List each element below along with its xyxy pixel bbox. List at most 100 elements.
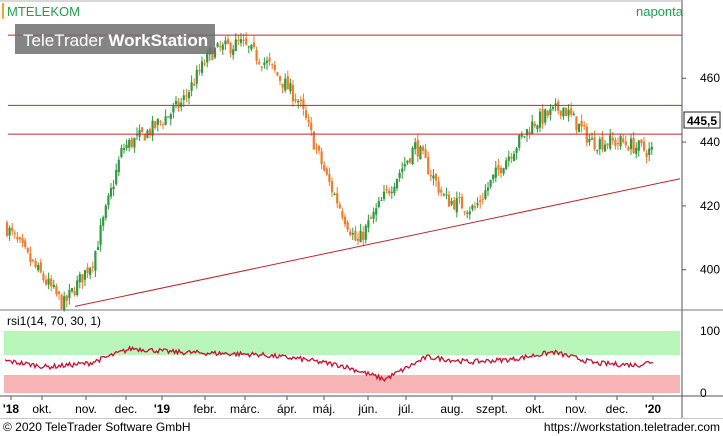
candle (367, 220, 370, 228)
candle (57, 291, 61, 294)
candle (603, 144, 607, 152)
candle (440, 189, 443, 193)
candle (518, 135, 521, 148)
candle (109, 188, 113, 197)
candle (484, 190, 487, 199)
candle (408, 158, 412, 163)
candle (427, 157, 430, 175)
candle (180, 102, 183, 107)
candle (107, 195, 110, 206)
candle (580, 120, 583, 127)
candle (304, 110, 308, 118)
last-price-label: 445,5 (687, 114, 717, 128)
candle (442, 194, 445, 196)
candle (567, 109, 570, 116)
candle (156, 119, 159, 125)
candle (369, 217, 373, 219)
candle (635, 147, 638, 154)
candle (437, 181, 440, 193)
candle (91, 266, 94, 268)
accent-bar (2, 3, 4, 19)
candle (143, 134, 146, 141)
candle (294, 99, 297, 102)
candle (268, 57, 271, 62)
candle (572, 113, 575, 116)
candle (24, 240, 27, 248)
candle (159, 121, 162, 123)
rsi-series (4, 345, 654, 382)
candle (538, 111, 542, 128)
candle (494, 167, 497, 178)
candle (299, 99, 302, 101)
candle (377, 201, 380, 208)
candle (476, 203, 479, 206)
candle (523, 136, 526, 138)
candle (315, 147, 318, 149)
candle (531, 121, 534, 134)
candle (151, 120, 154, 136)
candle (354, 230, 357, 241)
candle (11, 227, 14, 232)
candle (616, 143, 620, 145)
candle (432, 175, 435, 179)
candle (5, 222, 9, 236)
candle (68, 289, 71, 299)
candle (507, 156, 510, 161)
candle (343, 216, 347, 225)
candle (551, 106, 555, 109)
candle (455, 197, 458, 213)
candle (479, 200, 482, 203)
time-tick-label: febr. (193, 402, 216, 416)
symbol-label: MTELEKOM (7, 4, 80, 19)
candle (382, 191, 386, 199)
candle (60, 294, 63, 309)
candle (458, 196, 461, 198)
candle (356, 238, 360, 241)
candle (564, 107, 568, 117)
candle (104, 205, 107, 218)
source-url[interactable]: https://workstation.teletrader.com (543, 420, 720, 434)
candle (583, 125, 586, 127)
candle (83, 270, 87, 280)
candle (380, 199, 383, 201)
candle (78, 274, 81, 283)
candle (44, 279, 48, 285)
rsi-ticks: 0 100 (700, 324, 720, 400)
candle (96, 247, 100, 250)
candle (47, 278, 50, 285)
candle (37, 265, 40, 271)
time-tick-label: okt. (32, 402, 51, 416)
candle (349, 231, 352, 236)
candle (206, 51, 209, 63)
candle (525, 129, 529, 136)
candle (528, 131, 531, 135)
candle (393, 186, 396, 193)
candle (29, 253, 32, 263)
candle (481, 199, 484, 201)
candle (42, 273, 45, 280)
candle (297, 100, 300, 103)
candle (323, 164, 326, 171)
candle (115, 169, 118, 185)
candle (174, 100, 178, 105)
time-tick-label: márc. (230, 402, 260, 416)
candle (577, 123, 581, 133)
price-chart[interactable]: 400 420 440 460 0 100 '18 okt. nov. dec. '19 febr… (0, 0, 723, 418)
candle (130, 138, 133, 148)
candle (135, 133, 139, 136)
last-price-box (683, 111, 721, 129)
candle (310, 122, 313, 131)
candle (307, 120, 310, 123)
candle (632, 137, 635, 153)
candle (429, 174, 432, 177)
candle (536, 125, 539, 130)
candle (570, 108, 573, 115)
candle (450, 200, 453, 205)
candle (362, 231, 365, 241)
candle (198, 70, 201, 72)
candle (364, 225, 367, 240)
candle (502, 168, 505, 174)
candle (138, 129, 141, 137)
candle (609, 135, 612, 149)
candle (219, 46, 222, 48)
